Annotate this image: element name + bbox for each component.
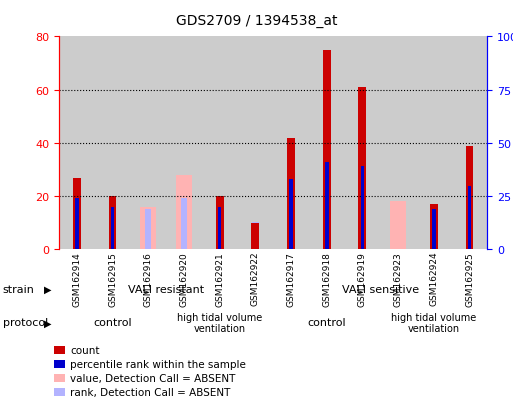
Text: GDS2709 / 1394538_at: GDS2709 / 1394538_at [176, 14, 337, 28]
Bar [323, 50, 331, 250]
Bar [130, 37, 166, 250]
Text: ▶: ▶ [44, 318, 51, 328]
Text: control: control [307, 318, 346, 328]
Bar [215, 197, 224, 250]
Bar [380, 37, 416, 250]
Bar [95, 37, 130, 250]
Bar [390, 202, 406, 250]
Bar [432, 209, 436, 250]
Bar [59, 37, 95, 250]
Text: percentile rank within the sample: percentile rank within the sample [70, 359, 246, 369]
Bar [451, 37, 487, 250]
Text: high tidal volume
ventilation: high tidal volume ventilation [391, 312, 477, 333]
Bar [109, 197, 116, 250]
Bar [273, 37, 309, 250]
Bar [252, 222, 259, 250]
Text: strain: strain [3, 285, 34, 294]
Text: rank, Detection Call = ABSENT: rank, Detection Call = ABSENT [70, 387, 231, 397]
Bar [202, 37, 238, 250]
Bar [73, 178, 81, 250]
Bar [359, 88, 366, 250]
Text: VALI resistant: VALI resistant [128, 285, 204, 294]
Bar [289, 180, 293, 250]
Bar [468, 186, 471, 250]
Bar [309, 37, 345, 250]
Text: high tidal volume
ventilation: high tidal volume ventilation [177, 312, 262, 333]
Bar [325, 163, 328, 250]
Text: ▶: ▶ [44, 285, 51, 294]
Bar [430, 205, 438, 250]
Text: VALI sensitive: VALI sensitive [342, 285, 419, 294]
Bar [111, 207, 114, 250]
Bar [181, 199, 187, 250]
Bar [466, 146, 473, 250]
Bar [145, 209, 151, 250]
Text: count: count [70, 345, 100, 355]
Bar [218, 207, 222, 250]
Bar [361, 167, 364, 250]
Text: protocol: protocol [3, 318, 48, 328]
Bar [166, 37, 202, 250]
Bar [238, 37, 273, 250]
Bar [75, 199, 78, 250]
Text: control: control [93, 318, 132, 328]
Bar [251, 223, 259, 250]
Text: value, Detection Call = ABSENT: value, Detection Call = ABSENT [70, 373, 235, 383]
Bar [287, 138, 295, 250]
Bar [176, 176, 192, 250]
Bar [416, 37, 451, 250]
Bar [345, 37, 380, 250]
Bar [140, 207, 156, 250]
